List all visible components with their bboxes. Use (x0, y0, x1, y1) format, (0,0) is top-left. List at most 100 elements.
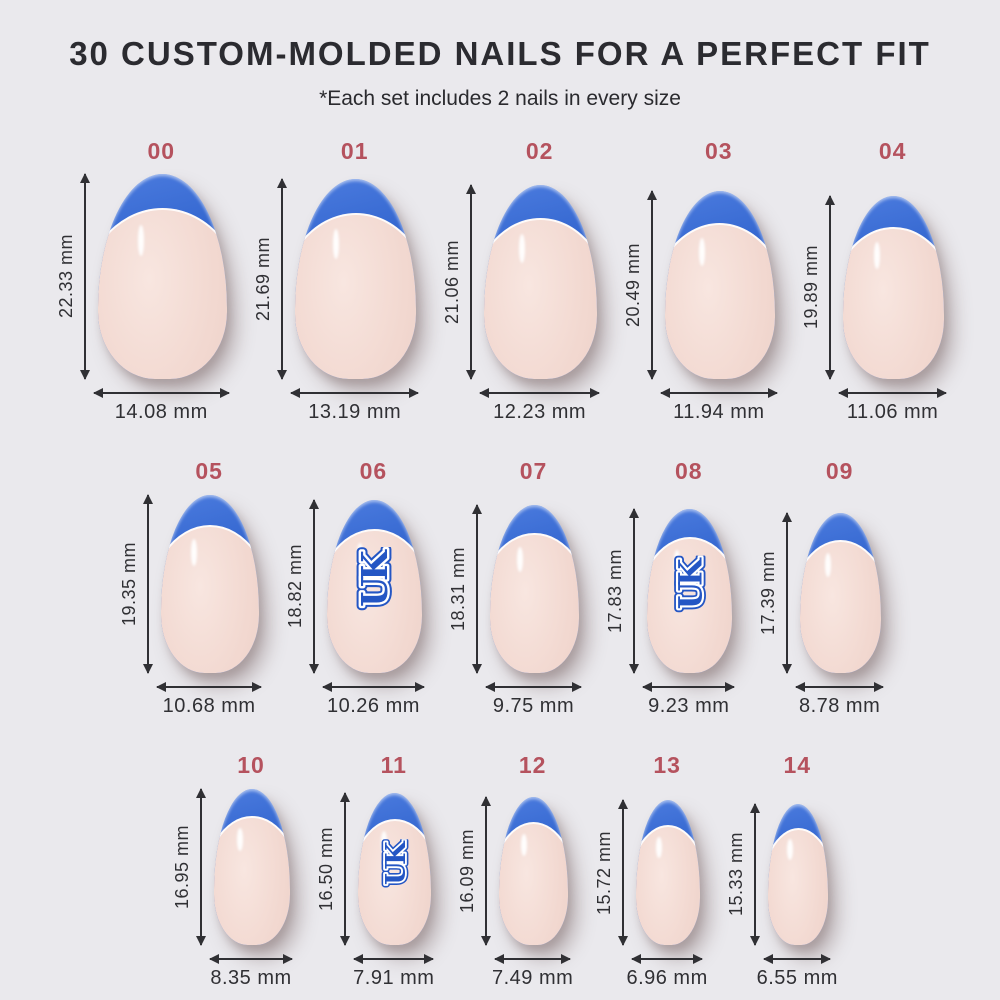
nail-card-11: 11 16.50 mm UK UK UK (316, 752, 434, 990)
nail-photo (295, 179, 417, 379)
height-value-label: 21.06 mm (442, 240, 463, 325)
nail-card-14: 14 15.33 mm 6.55 mm (726, 752, 837, 990)
horizontal-arrow-icon (796, 686, 883, 688)
height-measure: 21.69 mm (253, 179, 284, 379)
nail-card-07: 07 18.31 mm 9.75 mm (448, 458, 582, 718)
height-measure: 19.35 mm (119, 494, 149, 673)
page-subtitle: *Each set includes 2 nails in every size (319, 87, 681, 110)
size-number-label: 04 (878, 138, 907, 164)
nail-body (327, 529, 422, 673)
measure-area: 15.72 mm (594, 785, 701, 945)
width-value-label: 11.94 mm (673, 401, 765, 423)
nail-body (358, 819, 432, 945)
size-number-label: 02 (525, 138, 554, 164)
svg-text:UK: UK (380, 840, 412, 885)
vertical-arrow-icon (786, 513, 789, 673)
height-measure: 16.50 mm (316, 793, 347, 945)
svg-text:UK: UK (355, 549, 396, 607)
nail-card-02: 02 21.06 mm 12.23 mm (442, 138, 599, 424)
width-value-label: 10.26 mm (326, 695, 420, 717)
height-value-label: 15.72 mm (594, 830, 615, 915)
height-value-label: 16.09 mm (457, 828, 478, 914)
nail-photo (636, 800, 701, 945)
height-measure: 17.39 mm (758, 513, 789, 673)
horizontal-arrow-icon (764, 958, 831, 960)
height-value-label: 16.95 mm (171, 825, 192, 910)
width-measure: 14.08 mm (93, 392, 230, 424)
horizontal-arrow-icon (632, 958, 703, 960)
nail-shine-highlight (332, 229, 339, 260)
nail-body (768, 827, 829, 945)
width-value-label: 8.78 mm (798, 695, 881, 717)
height-measure: 15.33 mm (726, 803, 757, 945)
size-number-label: 03 (705, 138, 733, 164)
height-value-label: 17.39 mm (758, 550, 779, 636)
width-measure: 6.96 mm (626, 958, 707, 990)
vertical-arrow-icon (754, 803, 757, 945)
nail-body (636, 824, 701, 945)
vertical-arrow-icon (281, 179, 284, 379)
width-value-label: 10.68 mm (162, 695, 256, 717)
vertical-arrow-icon (313, 499, 316, 673)
size-number-label: 14 (783, 752, 812, 778)
nail-shine-highlight (825, 553, 832, 577)
measure-area: 16.50 mm UK UK UK (316, 785, 432, 945)
svg-text:UK: UK (380, 840, 412, 885)
nail-card-09: 09 17.39 mm 8.78 mm (758, 458, 883, 718)
width-measure: 11.94 mm (660, 392, 777, 424)
nail-photo (161, 494, 260, 673)
horizontal-arrow-icon (660, 392, 777, 394)
measure-area: 22.33 mm (56, 171, 228, 379)
nail-body (213, 815, 291, 945)
size-number-label: 13 (653, 752, 681, 778)
nail-body (161, 525, 260, 673)
nail-body (295, 213, 417, 379)
width-measure: 13.19 mm (291, 392, 419, 424)
nail-photo (484, 185, 597, 379)
nail-photo: UK UK UK (358, 793, 432, 945)
nail-shine-highlight (237, 828, 244, 852)
width-measure: 9.23 mm (643, 686, 735, 718)
uk-logo: UK UK UK (349, 547, 400, 615)
nail-shine-highlight (874, 241, 881, 270)
width-value-label: 8.35 mm (210, 967, 292, 989)
size-number-label: 06 (359, 458, 388, 484)
height-value-label: 15.33 mm (726, 832, 747, 917)
height-measure: 17.83 mm (605, 508, 636, 673)
svg-text:UK: UK (355, 549, 396, 607)
size-number-label: 05 (195, 458, 223, 484)
width-measure: 10.26 mm (323, 686, 424, 718)
measure-area: 16.95 mm (172, 785, 291, 945)
width-value-label: 13.19 mm (308, 401, 402, 423)
width-measure: 8.78 mm (796, 686, 883, 718)
nail-card-12: 12 16.09 mm 7.49 mm (457, 752, 573, 990)
vertical-arrow-icon (475, 504, 478, 673)
nail-body (484, 218, 597, 379)
size-number-label: 10 (237, 752, 265, 778)
nail-photo: UK UK UK (647, 508, 733, 673)
measure-area: 20.49 mm (623, 171, 775, 379)
width-measure: 11.06 mm (838, 392, 947, 424)
nail-body (489, 533, 580, 673)
height-value-label: 20.49 mm (622, 242, 643, 327)
horizontal-arrow-icon (209, 958, 293, 960)
nail-photo (97, 173, 228, 379)
height-measure: 18.82 mm (285, 499, 316, 673)
svg-text:UK: UK (672, 557, 709, 609)
measure-area: 21.06 mm (442, 171, 597, 379)
vertical-arrow-icon (622, 800, 625, 945)
svg-text:UK: UK (672, 557, 709, 609)
measure-area: 17.83 mm UK UK UK (605, 491, 733, 673)
horizontal-arrow-icon (354, 958, 434, 960)
nail-card-00: 00 22.33 mm 14.08 mm (56, 138, 230, 424)
height-value-label: 19.35 mm (119, 541, 139, 627)
horizontal-arrow-icon (485, 686, 582, 688)
nail-body (800, 540, 881, 673)
vertical-arrow-icon (633, 508, 636, 673)
nail-shine-highlight (517, 546, 524, 572)
nail-card-05: 05 19.35 mm 10.68 mm (119, 458, 262, 718)
nail-card-04: 04 19.89 mm 11.06 mm (801, 138, 947, 424)
horizontal-arrow-icon (643, 686, 735, 688)
vertical-arrow-icon (650, 190, 653, 379)
nail-shine-highlight (356, 543, 363, 570)
